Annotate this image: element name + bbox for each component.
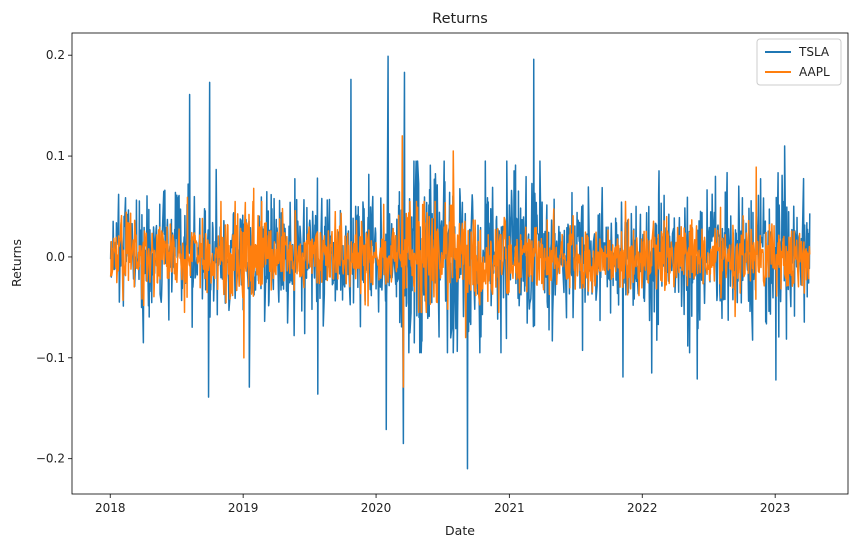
y-tick-label: −0.2 — [36, 452, 65, 466]
legend-frame — [756, 38, 842, 86]
x-tick-label: 2019 — [228, 501, 259, 515]
legend-label-tsla: TSLA — [798, 45, 830, 59]
y-tick-label: −0.1 — [36, 351, 65, 365]
y-tick-label: 0.1 — [46, 149, 65, 163]
y-tick-label: 0.2 — [46, 48, 65, 62]
y-tick-label: 0.0 — [46, 250, 65, 264]
x-axis-label: Date — [445, 523, 475, 538]
y-axis-ticks: −0.2 −0.1 0.0 0.1 0.2 — [36, 48, 72, 466]
x-tick-label: 2022 — [627, 501, 658, 515]
y-axis-label: Returns — [9, 239, 24, 287]
legend: TSLA AAPL — [756, 38, 842, 86]
legend-label-aapl: AAPL — [799, 65, 830, 79]
series-line-aapl — [109, 135, 811, 388]
x-tick-label: 2018 — [95, 501, 126, 515]
plot-frame — [71, 32, 849, 495]
x-tick-label: 2021 — [494, 501, 525, 515]
x-axis-ticks: 2018 2019 2020 2021 2022 2023 — [95, 494, 790, 515]
x-tick-label: 2020 — [361, 501, 392, 515]
chart-title: Returns — [432, 11, 488, 27]
x-tick-label: 2023 — [760, 501, 791, 515]
series-layer — [109, 55, 811, 470]
